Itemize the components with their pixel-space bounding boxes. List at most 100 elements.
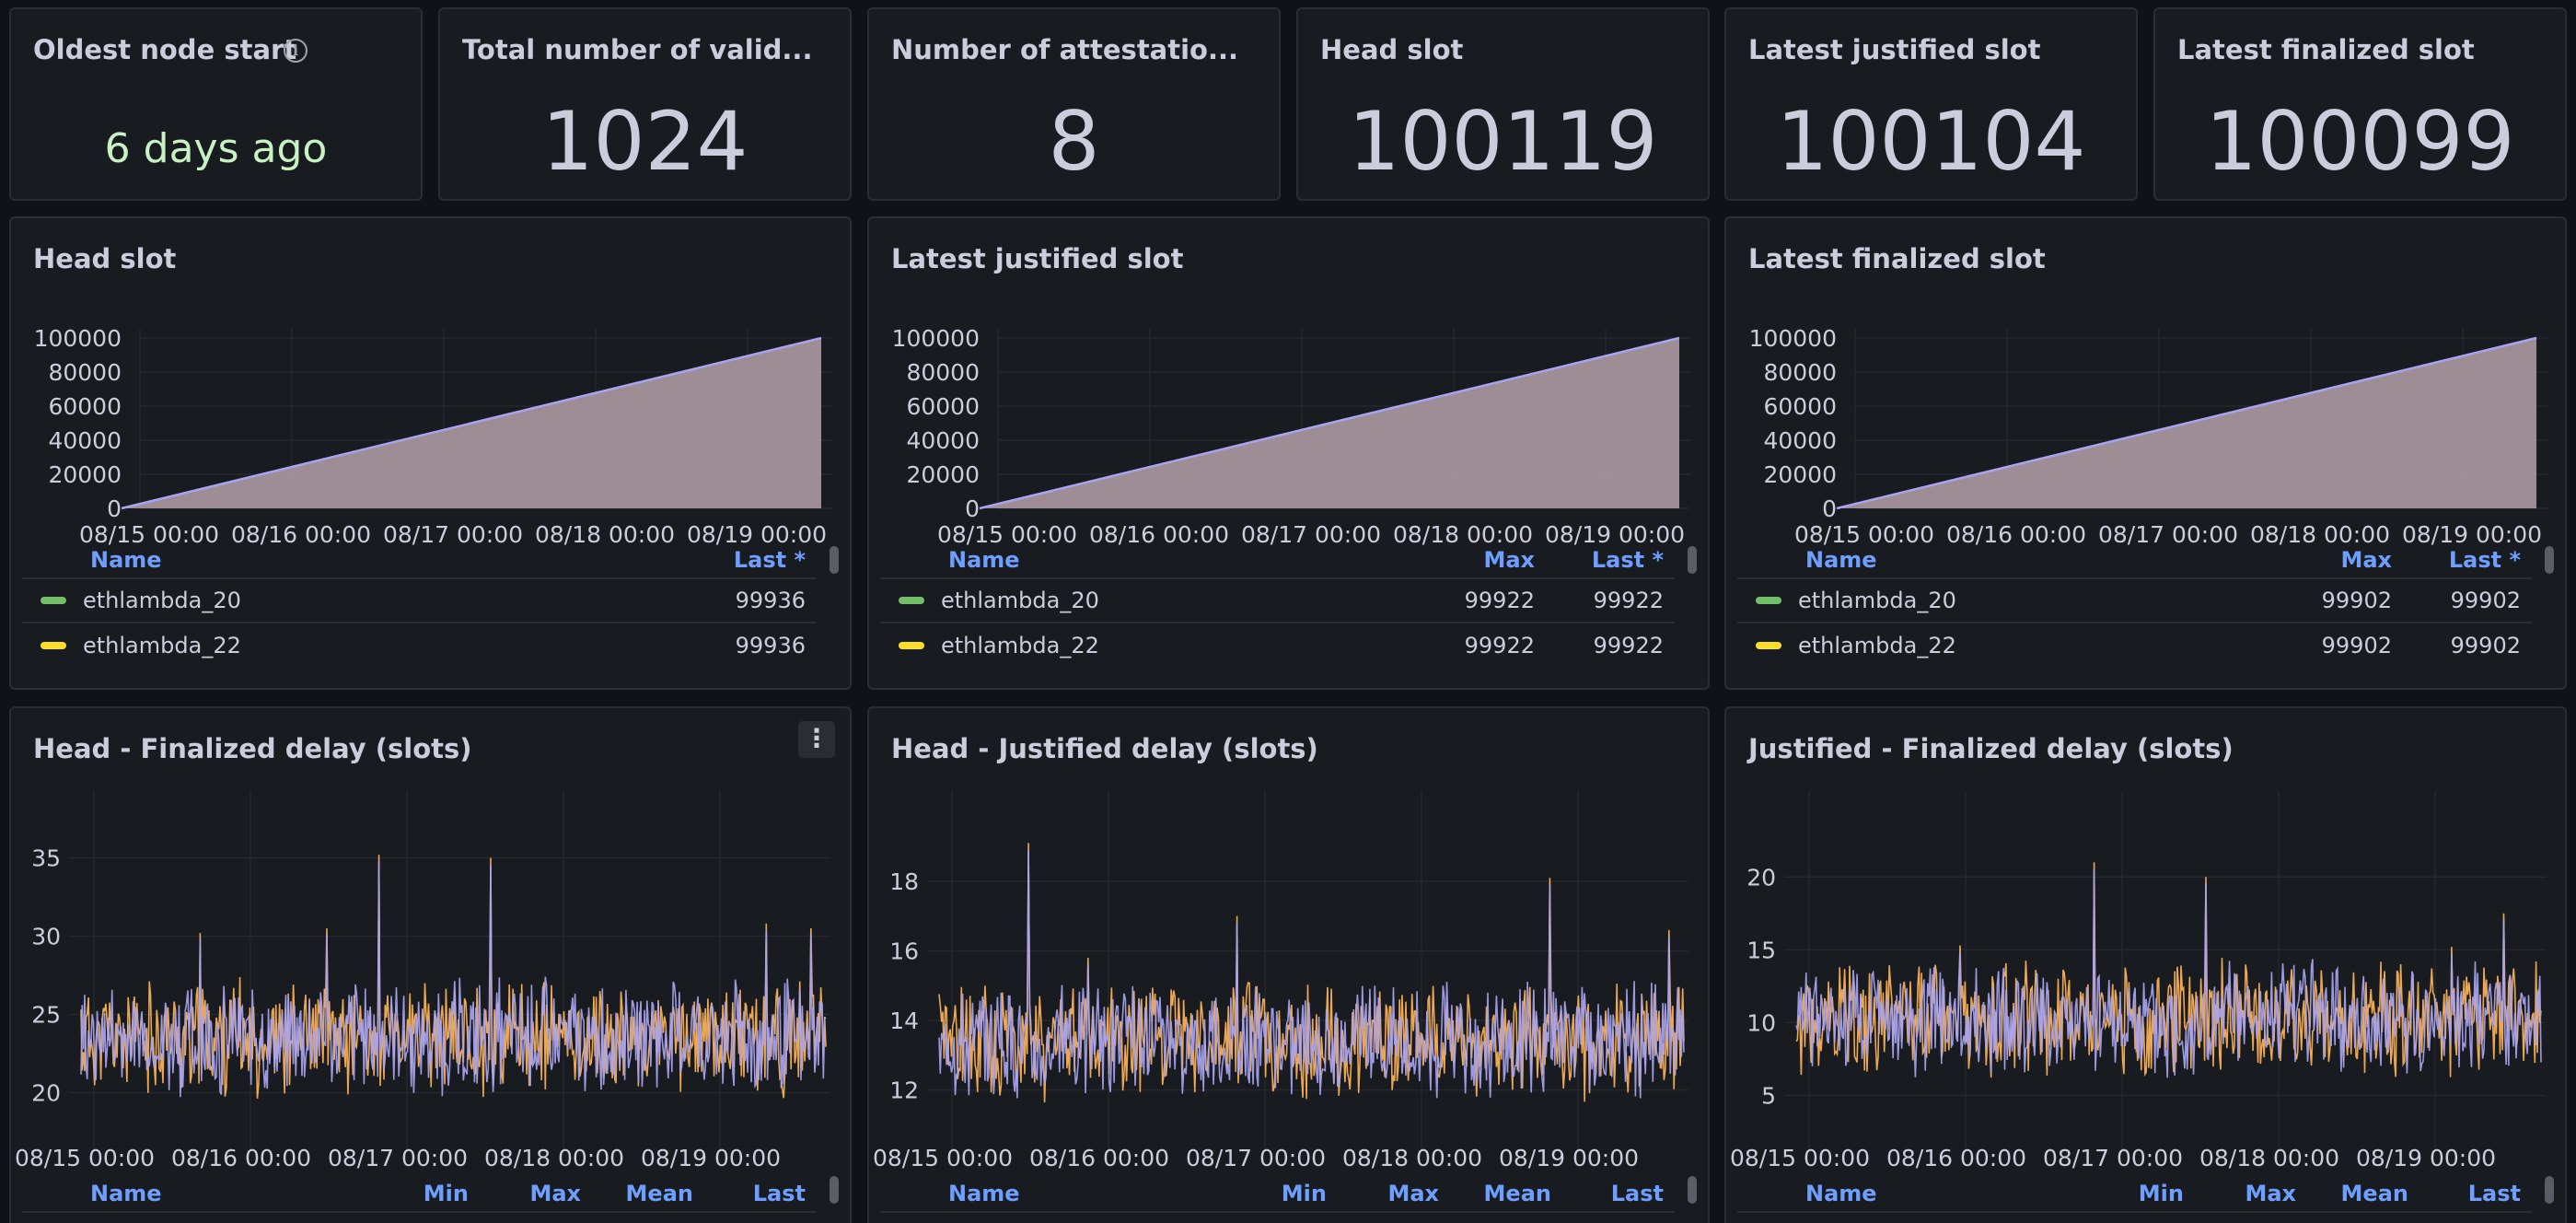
y-tick-label: 80000 [48,359,122,386]
legend-col-name[interactable]: Name [948,1181,1020,1206]
y-tick-label: 0 [107,495,122,522]
legend-header: Name Last * [22,542,817,579]
legend-row[interactable]: ethlambda_22 99922 99922 [880,623,1675,668]
chart-panel-justified-finalized-delay[interactable]: Justified - Finalized delay (slots) 20 15… [1724,706,2567,1223]
legend-col-name[interactable]: Name [1805,1181,1877,1206]
y-tick-label: 14 [889,1008,919,1034]
legend: Name Max Last * ethlambda_20 99922 99922… [880,542,1675,668]
more-vertical-icon[interactable]: ⋮ [798,721,835,758]
y-tick-label: 80000 [906,359,980,386]
x-tick-label: 08/17 00:00 [1241,521,1381,548]
stat-value: 6 days ago [104,125,328,172]
panel-title: Head slot [33,243,177,274]
legend-col-mean[interactable]: Mean [625,1181,693,1206]
legend-header: Name Max Last * [1737,542,2532,579]
head-finalized-delay-chart[interactable]: 35 30 25 20 08/15 00:00 08/16 00:00 08/17 00:0… [11,708,852,1187]
legend-col-name[interactable]: Name [1805,547,1877,573]
legend-col-max[interactable]: Max [2340,547,2392,573]
y-tick-label: 20 [1746,864,1776,891]
head-justified-delay-chart[interactable]: 18 16 14 12 08/15 00:00 08/16 00:00 08/17 00:0… [869,708,1710,1187]
legend-col-max[interactable]: Max [2245,1181,2296,1206]
legend-col-mean[interactable]: Mean [2340,1181,2408,1206]
chart-panel-head-slot[interactable]: Head slot 100000 80000 60000 40000 20000 0 08/… [9,216,852,690]
y-tick-label: 60000 [906,393,980,420]
x-tick-label: 08/17 00:00 [2043,1145,2183,1171]
latest-justified-slot-chart[interactable]: 100000 80000 60000 40000 20000 008/15 00:00 08… [869,218,1710,587]
legend-scrollbar[interactable] [2545,546,2554,574]
legend-col-last[interactable]: Last * [733,547,806,573]
legend-col-min[interactable]: Min [1281,1181,1327,1206]
legend-row[interactable]: ethlambda_22 99936 [22,623,817,668]
panel-title: Number of attestatio... [891,34,1239,65]
legend-scrollbar[interactable] [2545,1176,2554,1204]
legend-col-last[interactable]: Last [752,1181,806,1206]
series-line [80,855,827,1099]
stat-panel-latest-justified-slot[interactable]: Latest justified slot 100104 [1724,7,2138,201]
latest-finalized-slot-chart[interactable]: 100000 80000 60000 40000 20000 008/15 00:00 08… [1726,218,2567,587]
x-tick-label: 08/17 00:00 [1186,1145,1326,1171]
legend-row[interactable]: ethlambda_22 99902 99902 [1737,623,2532,668]
stat-panel-attestations[interactable]: Number of attestatio... 8 [867,7,1281,201]
legend-col-name[interactable]: Name [90,1181,162,1206]
stat-panel-latest-finalized-slot[interactable]: Latest finalized slot 100099 [2153,7,2567,201]
series-name: ethlambda_22 [941,633,1099,658]
x-tick-label: 08/19 00:00 [2356,1145,2496,1171]
x-tick-label: 08/18 00:00 [1342,1145,1482,1171]
legend-header: Name Max Last * [880,542,1675,579]
x-tick-label: 08/17 00:00 [328,1145,468,1171]
legend-scrollbar[interactable] [1688,546,1697,574]
series-last: 99902 [2450,633,2521,658]
legend-header: Name Min Max Mean Last [1737,1176,2532,1213]
series-line [80,860,827,1098]
x-tick-label: 08/17 00:00 [2098,521,2238,548]
series-swatch [41,642,66,649]
panel-title: Head - Justified delay (slots) [891,733,1318,764]
legend-row[interactable]: ethlambda_20 99936 [22,579,817,623]
x-tick-label: 08/15 00:00 [1794,521,1934,548]
legend-scrollbar[interactable] [830,1176,839,1204]
legend-col-mean[interactable]: Mean [1483,1181,1551,1206]
justified-finalized-delay-chart[interactable]: 20 15 10 5 08/15 00:00 08/16 00:00 08/17 00:00… [1726,708,2567,1187]
chart-panel-latest-justified-slot[interactable]: Latest justified slot 100000 80000 60000 40… [867,216,1710,690]
y-tick-label: 20000 [48,461,122,488]
series-last: 99902 [2450,588,2521,613]
legend-scrollbar[interactable] [830,546,839,574]
legend-row[interactable]: ethlambda_20 99902 99902 [1737,579,2532,623]
series-max: 99922 [1464,588,1535,613]
stat-panel-oldest-node-start[interactable]: Oldest node start i 6 days ago [9,7,423,201]
y-tick-label: 60000 [1763,393,1837,420]
y-tick-label: 40000 [1763,427,1837,454]
legend-col-last[interactable]: Last * [2448,547,2521,573]
y-tick-label: 25 [31,1002,61,1029]
y-tick-label: 40000 [48,427,122,454]
legend-col-name[interactable]: Name [90,547,162,573]
panel-title: Latest justified slot [891,243,1184,274]
head-slot-chart[interactable]: 100000 80000 60000 40000 20000 008/15 00:00 08… [11,218,852,587]
series-line [121,336,822,510]
y-tick-label: 30 [31,924,61,950]
legend-col-min[interactable]: Min [2138,1181,2184,1206]
y-tick-label: 100000 [1749,325,1837,352]
chart-panel-latest-finalized-slot[interactable]: Latest finalized slot 100000 80000 60000 40… [1724,216,2567,690]
stat-value: 1024 [541,94,748,189]
legend-col-max[interactable]: Max [529,1181,581,1206]
stat-panel-head-slot[interactable]: Head slot 100119 [1296,7,1710,201]
legend-col-last[interactable]: Last * [1591,547,1664,573]
info-icon[interactable]: i [284,39,307,63]
legend-col-min[interactable]: Min [423,1181,469,1206]
chart-panel-head-finalized-delay[interactable]: Head - Finalized delay (slots) ⋮ 35 30 25 2… [9,706,852,1223]
x-tick-label: 08/16 00:00 [1089,521,1229,548]
series-line [1795,868,2542,1078]
x-tick-label: 08/19 00:00 [641,1145,781,1171]
series-name: ethlambda_20 [941,588,1099,613]
legend-col-max[interactable]: Max [1387,1181,1439,1206]
legend-col-last[interactable]: Last [2467,1181,2521,1206]
legend-scrollbar[interactable] [1688,1176,1697,1204]
legend-col-last[interactable]: Last [1610,1181,1664,1206]
stat-panel-total-validators[interactable]: Total number of valid... 1024 [438,7,852,201]
legend-col-max[interactable]: Max [1483,547,1535,573]
chart-panel-head-justified-delay[interactable]: Head - Justified delay (slots) 18 16 14 12 0… [867,706,1710,1223]
legend-row[interactable]: ethlambda_20 99922 99922 [880,579,1675,623]
x-tick-label: 08/16 00:00 [1886,1145,2026,1171]
legend-col-name[interactable]: Name [948,547,1020,573]
